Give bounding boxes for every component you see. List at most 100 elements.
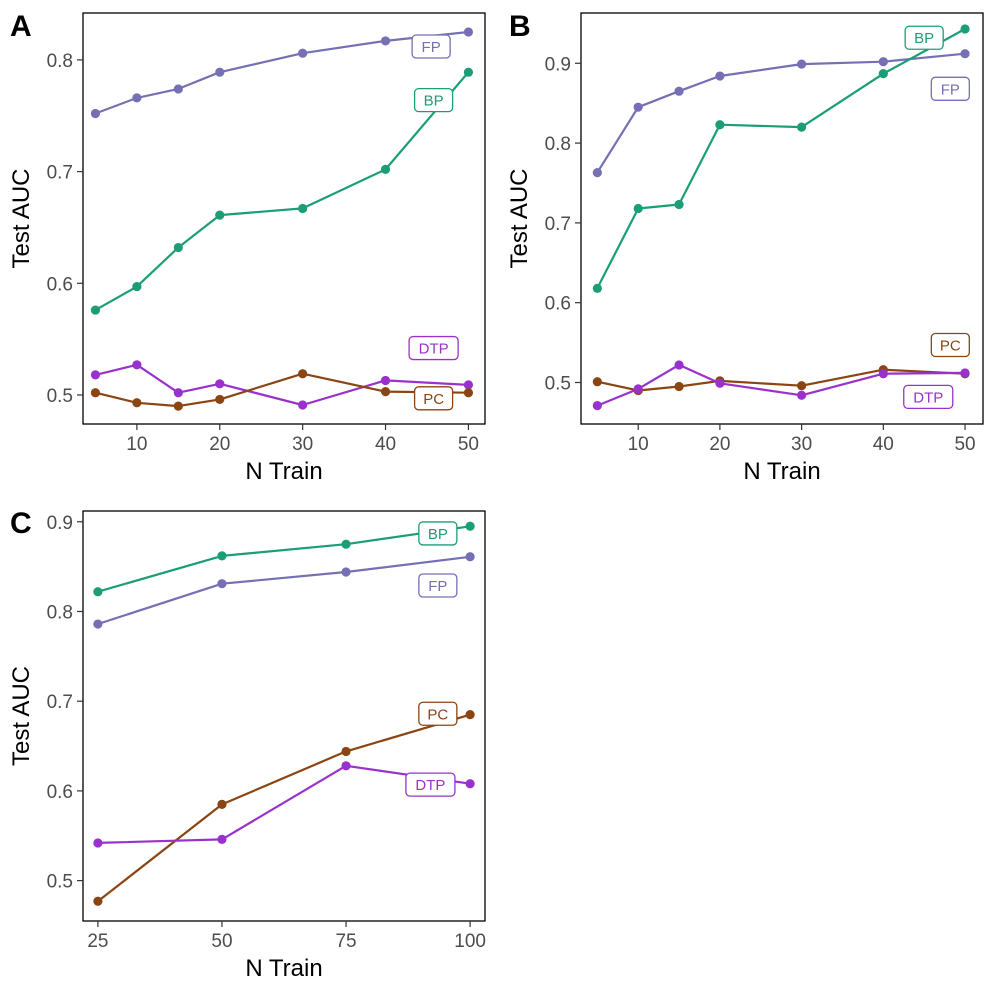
series-label-dtp: DTP: [903, 384, 954, 410]
data-point-pc: [797, 381, 807, 391]
data-point-dtp: [132, 360, 142, 370]
plot-frame: [82, 12, 486, 425]
x-tick-label: 100: [454, 931, 486, 952]
data-point-fp: [463, 27, 474, 37]
data-point-bp: [878, 69, 888, 79]
data-point-bp: [465, 521, 475, 531]
y-tick-label: 0.8: [47, 51, 73, 72]
panel-a: A 0.5 0.6 0.7 0.8 10 20 30 40 50 N Train Test AUC FP…: [8, 10, 486, 485]
series-label-dtp: DTP: [408, 335, 459, 361]
series-label-fp: FP: [418, 573, 458, 598]
data-point-pc: [132, 398, 142, 408]
data-point-fp: [465, 552, 475, 562]
series-line-pc: [97, 713, 471, 903]
series-line-bp: [94, 71, 470, 312]
series-label-box: [903, 384, 954, 410]
data-point-dtp: [463, 380, 474, 390]
data-point-bp: [797, 122, 807, 132]
x-tick-label: 40: [873, 434, 894, 455]
data-point-dtp: [592, 401, 602, 411]
x-axis-title: N Train: [245, 458, 322, 485]
series-label-text: BP: [914, 30, 934, 47]
x-tick-label: 30: [292, 434, 313, 455]
x-tick-label: 10: [126, 434, 147, 455]
data-point-bp: [132, 282, 142, 292]
data-point-fp: [960, 49, 970, 59]
data-point-bp: [633, 203, 643, 214]
series-label-box: [413, 87, 454, 113]
data-point-bp: [674, 199, 684, 210]
series-label-box: [930, 332, 970, 358]
data-point-fp: [633, 102, 643, 112]
data-point-pc: [93, 896, 103, 906]
series-label-box: [904, 25, 944, 50]
series-label-text: DTP: [415, 777, 445, 794]
data-point-pc: [592, 377, 602, 387]
data-point-pc: [674, 381, 684, 392]
series-label-box: [408, 335, 459, 361]
y-tick-label: 0.6: [47, 782, 73, 803]
data-point-bp: [90, 305, 101, 315]
data-point-bp: [341, 539, 351, 549]
series-label-box: [418, 521, 458, 546]
series-label-text: BP: [428, 526, 448, 543]
data-point-bp: [215, 210, 225, 220]
data-point-dtp: [173, 388, 183, 398]
y-tick-label: 0.7: [47, 163, 73, 184]
series-label-pc: PC: [413, 386, 454, 411]
y-tick-label: 0.5: [545, 374, 571, 395]
data-point-fp: [173, 84, 183, 94]
data-point-dtp: [298, 400, 308, 410]
data-point-dtp: [878, 369, 888, 379]
x-tick-label: 50: [211, 931, 232, 952]
data-point-dtp: [341, 761, 351, 771]
data-point-fp: [878, 57, 888, 67]
series-label-box: [418, 573, 458, 598]
panel-c: C 0.5 0.6 0.7 0.8 0.9 25 50 75 100 N Train Test AUC…: [8, 507, 486, 982]
data-point-bp: [298, 203, 308, 214]
y-tick-label: 0.7: [545, 214, 571, 235]
series-label-box: [411, 34, 451, 59]
series-line-pc: [95, 372, 469, 408]
series-label-box: [405, 772, 456, 797]
data-point-fp: [715, 71, 725, 81]
series-label-text: BP: [424, 93, 444, 110]
data-point-fp: [674, 86, 684, 96]
data-point-dtp: [217, 834, 227, 844]
series-label-bp: BP: [904, 25, 944, 50]
y-tick-label: 0.8: [545, 134, 571, 155]
data-point-bp: [715, 120, 725, 130]
panel-letter: B: [509, 10, 531, 43]
panel-b: B 0.5 0.6 0.7 0.8 0.9 10 20 30 40 50 N Train Test AU…: [506, 10, 984, 485]
series-label-text: PC: [427, 706, 448, 723]
data-point-dtp: [960, 368, 970, 378]
series-label-text: PC: [423, 391, 444, 408]
data-point-dtp: [465, 779, 475, 789]
series-label-fp: FP: [411, 34, 451, 59]
x-tick-label: 40: [375, 434, 396, 455]
series-line-fp: [97, 555, 471, 626]
x-tick-label: 50: [458, 434, 479, 455]
data-point-dtp: [215, 379, 225, 389]
series-label-box: [413, 386, 454, 411]
y-tick-label: 0.6: [47, 274, 73, 295]
series-label-text: PC: [940, 337, 961, 354]
data-point-fp: [132, 93, 142, 103]
data-point-pc: [90, 388, 101, 398]
y-axis-title: Test AUC: [506, 168, 533, 268]
series-label-bp: BP: [413, 87, 454, 113]
data-point-dtp: [674, 360, 684, 370]
data-point-fp: [592, 168, 602, 178]
data-point-pc: [341, 746, 351, 757]
data-point-fp: [341, 567, 351, 577]
data-point-bp: [217, 551, 227, 561]
series-line-fp: [596, 52, 966, 174]
data-point-fp: [380, 36, 391, 46]
series-label-pc: PC: [418, 701, 458, 726]
series-label-fp: FP: [930, 76, 970, 101]
plot-frame: [580, 12, 984, 425]
data-point-fp: [217, 579, 227, 589]
x-tick-label: 30: [791, 434, 812, 455]
panel-letter: A: [10, 10, 32, 43]
y-axis-title: Test AUC: [8, 168, 35, 268]
